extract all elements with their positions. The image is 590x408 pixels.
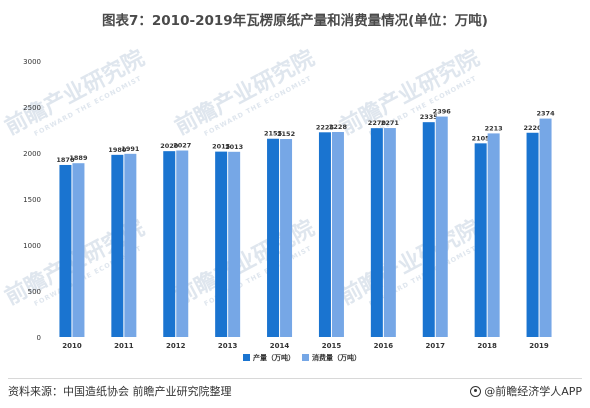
bar-chart: 前瞻产业研究院 FORWARD THE ECONOMIST 前瞻产业研究院 FORWA… <box>0 40 590 380</box>
y-axis: 0 500 1000 1500 2000 2500 3000 <box>23 58 41 342</box>
bar-consumption <box>124 153 137 337</box>
legend-label: 产量（万吨） <box>253 353 295 362</box>
data-label: 2155 <box>264 130 283 138</box>
x-tick-label: 2019 <box>529 342 549 350</box>
x-axis: 2010 2011 2012 2013 2014 2015 2016 2017 2018 2019 <box>62 342 549 350</box>
data-label: 2020 <box>160 142 179 150</box>
data-label: 2228 <box>329 123 348 131</box>
data-label: 1870 <box>56 156 75 164</box>
data-label: 2270 <box>368 119 387 127</box>
data-label: 2225 <box>316 123 335 131</box>
x-tick-label: 2016 <box>374 342 394 350</box>
bar-production <box>526 132 539 337</box>
data-label: 2027 <box>173 142 191 150</box>
fox-logo-icon <box>470 385 482 397</box>
x-tick-label: 2015 <box>322 342 342 350</box>
watermark-text: 前瞻产业研究院 <box>171 45 319 140</box>
bar-production <box>370 128 383 337</box>
bar-production <box>422 122 435 338</box>
x-tick-label: 2013 <box>218 342 238 350</box>
x-tick-label: 2012 <box>166 342 186 350</box>
bar-consumption <box>435 116 448 338</box>
y-tick-label: 0 <box>37 334 41 342</box>
data-label: 2396 <box>433 108 452 116</box>
x-tick-label: 2017 <box>426 342 446 350</box>
data-label: 2335 <box>420 113 439 121</box>
y-tick-label: 3000 <box>23 58 41 66</box>
y-tick-label: 1000 <box>23 242 41 250</box>
bar-production <box>267 138 280 337</box>
data-label: 1991 <box>121 145 140 153</box>
legend-swatch <box>302 354 309 361</box>
brand-label: @前瞻经济学人APP <box>484 385 582 398</box>
x-tick-label: 2010 <box>62 342 82 350</box>
bar-consumption <box>487 133 500 337</box>
bar-production <box>474 143 487 337</box>
data-label: 2271 <box>381 119 400 127</box>
bar-production <box>318 132 331 337</box>
chart-title: 图表7：2010-2019年瓦楞原纸产量和消费量情况(单位：万吨) <box>102 13 488 29</box>
legend-swatch <box>243 354 250 361</box>
data-label: 2374 <box>537 110 556 118</box>
x-tick-label: 2018 <box>477 342 497 350</box>
bar-production <box>215 151 228 337</box>
x-tick-label: 2011 <box>114 342 134 350</box>
bar-consumption <box>72 163 85 337</box>
watermark-text: 前瞻产业研究院 <box>336 45 484 140</box>
data-label: 2213 <box>485 124 503 132</box>
y-tick-label: 1500 <box>23 196 41 204</box>
bar-consumption <box>383 128 396 337</box>
watermark-text: 前瞻产业研究院 <box>336 215 484 310</box>
bar-production <box>163 151 176 337</box>
x-tick-label: 2014 <box>270 342 290 350</box>
data-label: 2152 <box>277 130 295 138</box>
data-label: 2015 <box>212 143 231 151</box>
bar-consumption <box>280 139 293 337</box>
y-tick-label: 500 <box>28 288 41 296</box>
bar-production <box>59 164 72 337</box>
y-tick-label: 2000 <box>23 150 41 158</box>
bar-consumption <box>539 118 552 337</box>
bar-consumption <box>228 151 241 337</box>
brand-credit: @前瞻经济学人APP <box>470 383 582 399</box>
y-tick-label: 2500 <box>23 104 41 112</box>
footer-divider <box>8 378 582 379</box>
legend-label: 消费量（万吨） <box>312 353 361 362</box>
data-label: 1889 <box>69 154 88 162</box>
data-label: 2220 <box>524 124 543 132</box>
data-label: 2105 <box>472 134 491 142</box>
legend: 产量（万吨） 消费量（万吨） <box>243 353 361 362</box>
watermark-text: 前瞻产业研究院 <box>171 215 319 310</box>
data-label: 1980 <box>108 146 127 154</box>
data-label: 2013 <box>225 143 243 151</box>
bar-consumption <box>331 132 344 337</box>
bar-production <box>111 154 124 337</box>
source-note: 资料来源：中国造纸协会 前瞻产业研究院整理 <box>8 385 232 398</box>
bar-consumption <box>176 150 189 337</box>
